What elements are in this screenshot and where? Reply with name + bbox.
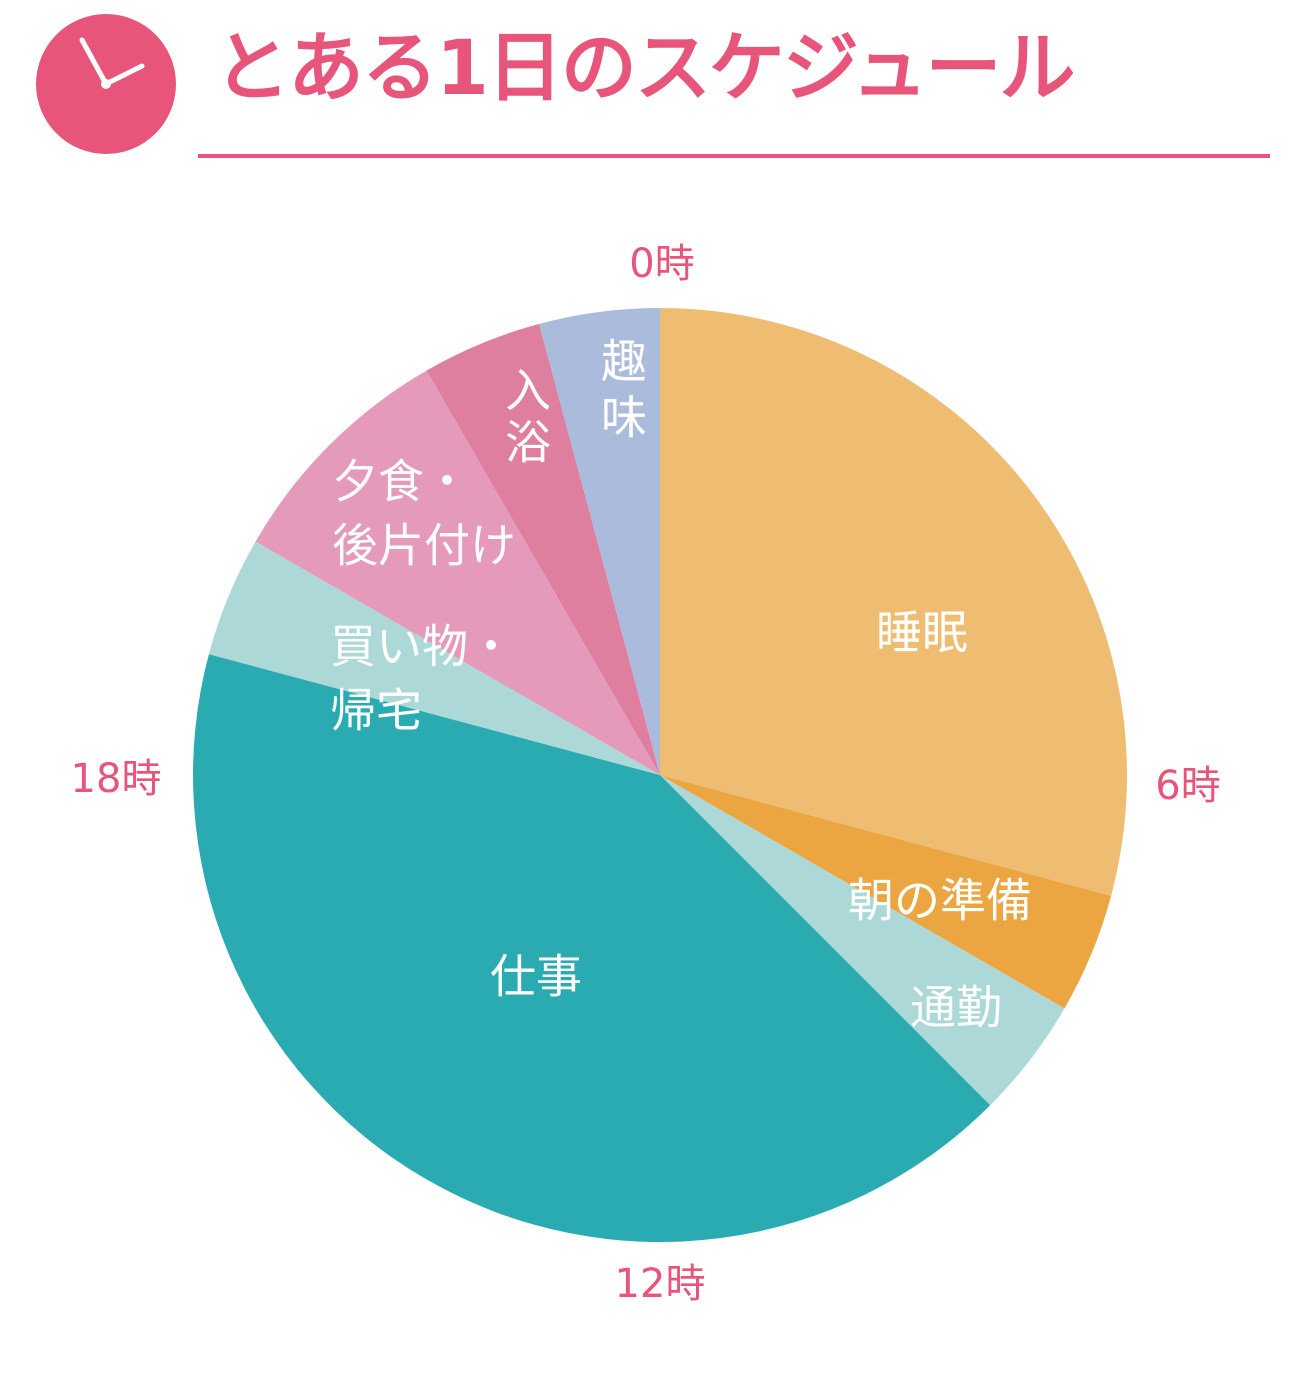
pie-slice: [208, 541, 660, 775]
pie-slice: [539, 308, 660, 775]
hour-label: 6時: [1155, 763, 1220, 809]
slice-label: 趣味: [601, 335, 647, 445]
page-title: とある1日のスケジュール: [214, 23, 1076, 112]
hour-label: 0時: [629, 241, 694, 287]
pie-slices: [193, 308, 1127, 1242]
pie-slice: [660, 308, 1127, 896]
pie-slice: [426, 323, 660, 775]
slice-label: 夕食・後片付け: [332, 455, 516, 573]
slice-label: 朝の準備: [848, 874, 1032, 928]
hour-label: 12時: [615, 1261, 706, 1307]
slice-label: 仕事: [490, 950, 582, 1004]
pie-slice: [660, 775, 1065, 1106]
pie-slice: [660, 775, 1112, 1009]
hour-label: 18時: [71, 756, 162, 802]
hour-labels: 0時 6時 12時 18時: [71, 241, 1221, 1307]
pie-slice: [255, 370, 660, 775]
pie-slice: [193, 654, 991, 1242]
slice-label: 通勤: [910, 981, 1002, 1035]
title-underline: [198, 154, 1270, 158]
slice-label: 買い物・帰宅: [330, 620, 514, 738]
clock-icon: [36, 14, 176, 154]
slice-label: 睡眠: [876, 606, 968, 660]
slice-label: 入浴: [505, 364, 551, 470]
